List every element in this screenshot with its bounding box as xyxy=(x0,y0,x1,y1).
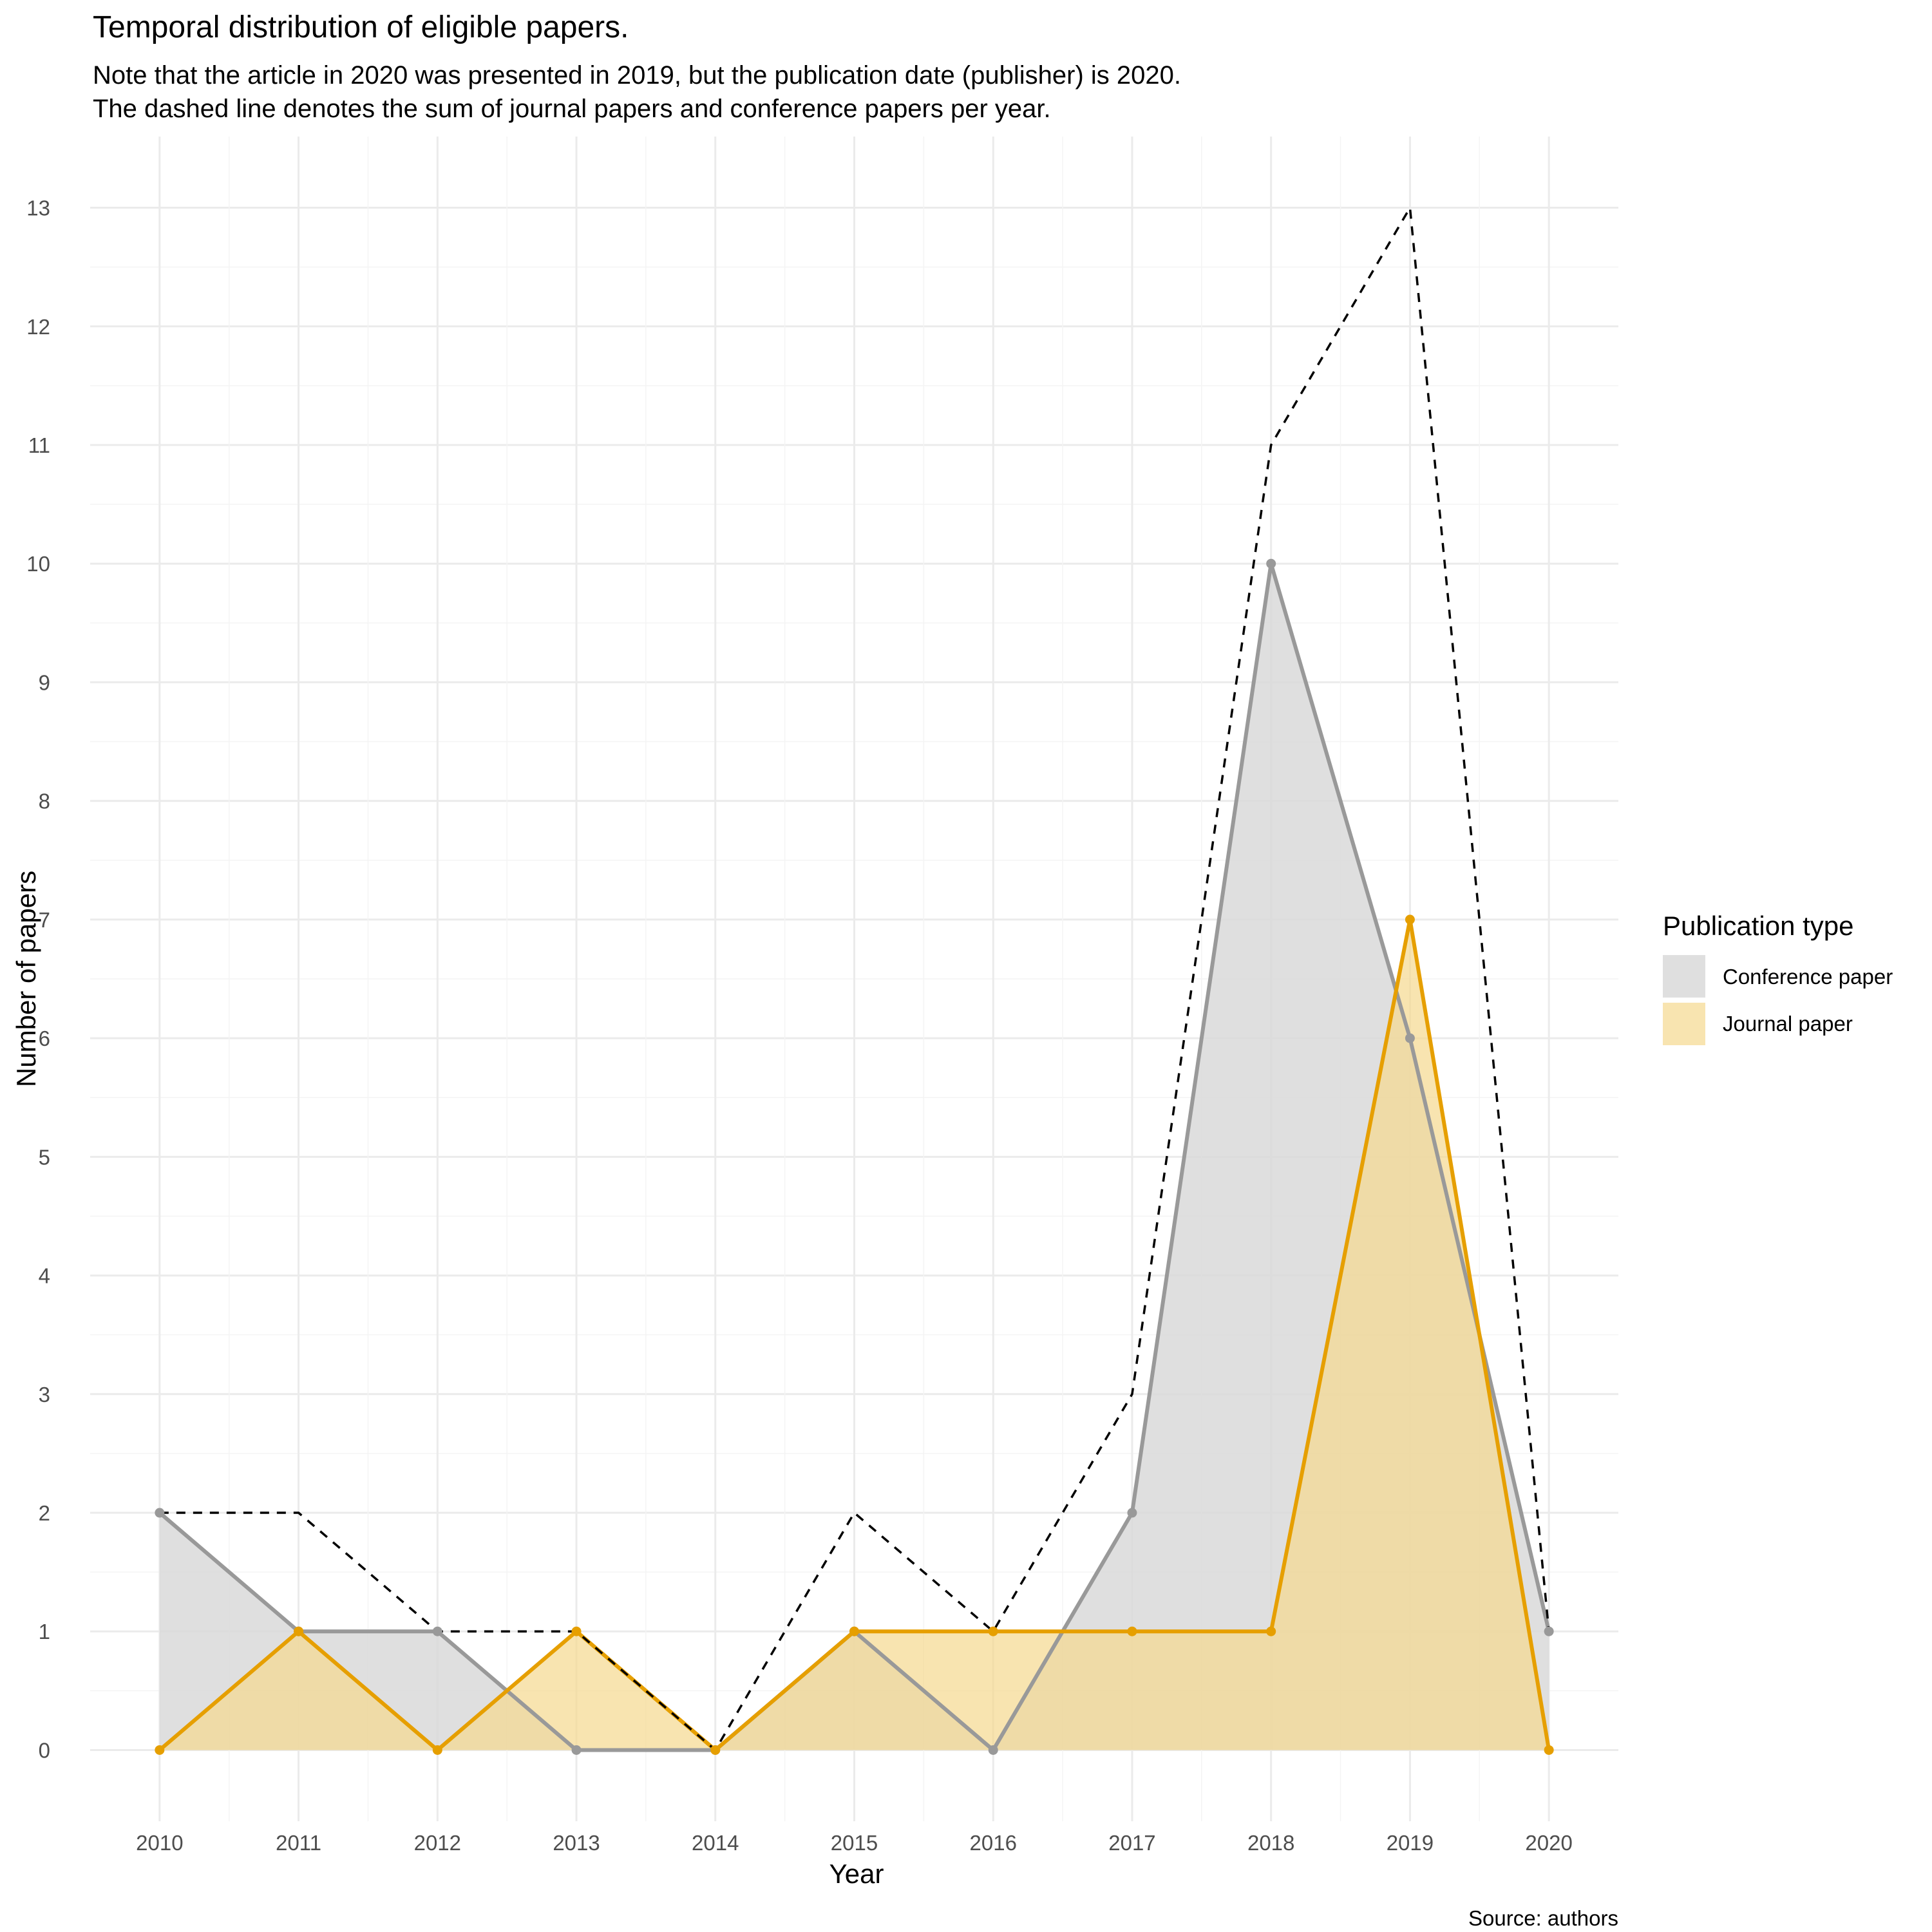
point-conference-paper xyxy=(571,1745,582,1755)
point-conference-paper xyxy=(432,1626,442,1636)
y-tick-label: 1 xyxy=(39,1620,50,1643)
y-tick-label: 4 xyxy=(39,1264,50,1288)
y-tick-label: 9 xyxy=(39,670,50,694)
y-tick-label: 10 xyxy=(26,552,50,576)
x-tick-label: 2019 xyxy=(1387,1831,1434,1855)
point-conference-paper xyxy=(1266,558,1276,569)
y-tick-label: 5 xyxy=(39,1145,50,1169)
y-axis-title: Number of papers xyxy=(11,871,41,1087)
point-conference-paper xyxy=(988,1745,998,1755)
legend-title: Publication type xyxy=(1663,911,1854,941)
point-journal-paper xyxy=(432,1745,442,1755)
x-axis-title: Year xyxy=(829,1859,884,1889)
point-journal-paper xyxy=(849,1626,859,1636)
point-conference-paper xyxy=(1405,1033,1415,1043)
chart-subtitle-line-2: The dashed line denotes the sum of journ… xyxy=(93,95,1051,123)
y-tick-label: 2 xyxy=(39,1501,50,1525)
chart-caption: Source: authors xyxy=(1468,1906,1618,1930)
y-tick-label: 7 xyxy=(39,908,50,932)
point-journal-paper xyxy=(1405,914,1415,925)
point-journal-paper xyxy=(1127,1626,1137,1636)
y-tick-label: 6 xyxy=(39,1027,50,1050)
area-journal-paper xyxy=(159,919,1549,1750)
x-tick-label: 2010 xyxy=(136,1831,183,1855)
point-journal-paper xyxy=(1544,1745,1554,1755)
x-tick-label: 2014 xyxy=(692,1831,739,1855)
point-conference-paper xyxy=(155,1508,165,1518)
point-journal-paper xyxy=(571,1626,582,1636)
x-tick-label: 2013 xyxy=(553,1831,600,1855)
legend-label-journal-paper: Journal paper xyxy=(1723,1012,1853,1036)
y-tick-label: 13 xyxy=(26,196,50,220)
chart-title: Temporal distribution of eligible papers… xyxy=(93,10,629,44)
legend: Publication type Conference paper Journa… xyxy=(1663,911,1893,1045)
area-conference-paper xyxy=(159,564,1549,1750)
y-tick-label: 0 xyxy=(39,1738,50,1762)
y-tick-label: 8 xyxy=(39,790,50,813)
point-journal-paper xyxy=(988,1626,998,1636)
x-tick-label: 2011 xyxy=(276,1831,321,1855)
gridlines xyxy=(90,137,1618,1821)
point-journal-paper xyxy=(710,1745,721,1755)
x-tick-label: 2016 xyxy=(970,1831,1017,1855)
point-journal-paper xyxy=(155,1745,165,1755)
legend-label-conference-paper: Conference paper xyxy=(1723,965,1893,989)
point-conference-paper xyxy=(1544,1626,1554,1636)
point-conference-paper xyxy=(1127,1508,1137,1518)
x-tick-label: 2015 xyxy=(831,1831,878,1855)
legend-swatch-conference-paper xyxy=(1663,955,1705,998)
legend-swatch-journal-paper xyxy=(1663,1003,1705,1045)
y-tick-label: 3 xyxy=(39,1383,50,1406)
y-tick-label: 12 xyxy=(26,315,50,339)
x-tick-label: 2020 xyxy=(1525,1831,1572,1855)
y-tick-label: 11 xyxy=(28,433,50,457)
x-axis-ticks: 2010 2011 2012 2013 2014 2015 2016 2017 2018 2019… xyxy=(136,1831,1573,1855)
x-tick-label: 2017 xyxy=(1108,1831,1155,1855)
point-journal-paper xyxy=(1266,1626,1276,1636)
x-tick-label: 2012 xyxy=(414,1831,461,1855)
series-areas xyxy=(159,564,1549,1750)
chart-subtitle-line-1: Note that the article in 2020 was presen… xyxy=(93,61,1181,90)
point-journal-paper xyxy=(294,1626,304,1636)
x-tick-label: 2018 xyxy=(1247,1831,1294,1855)
series-points xyxy=(155,558,1554,1755)
